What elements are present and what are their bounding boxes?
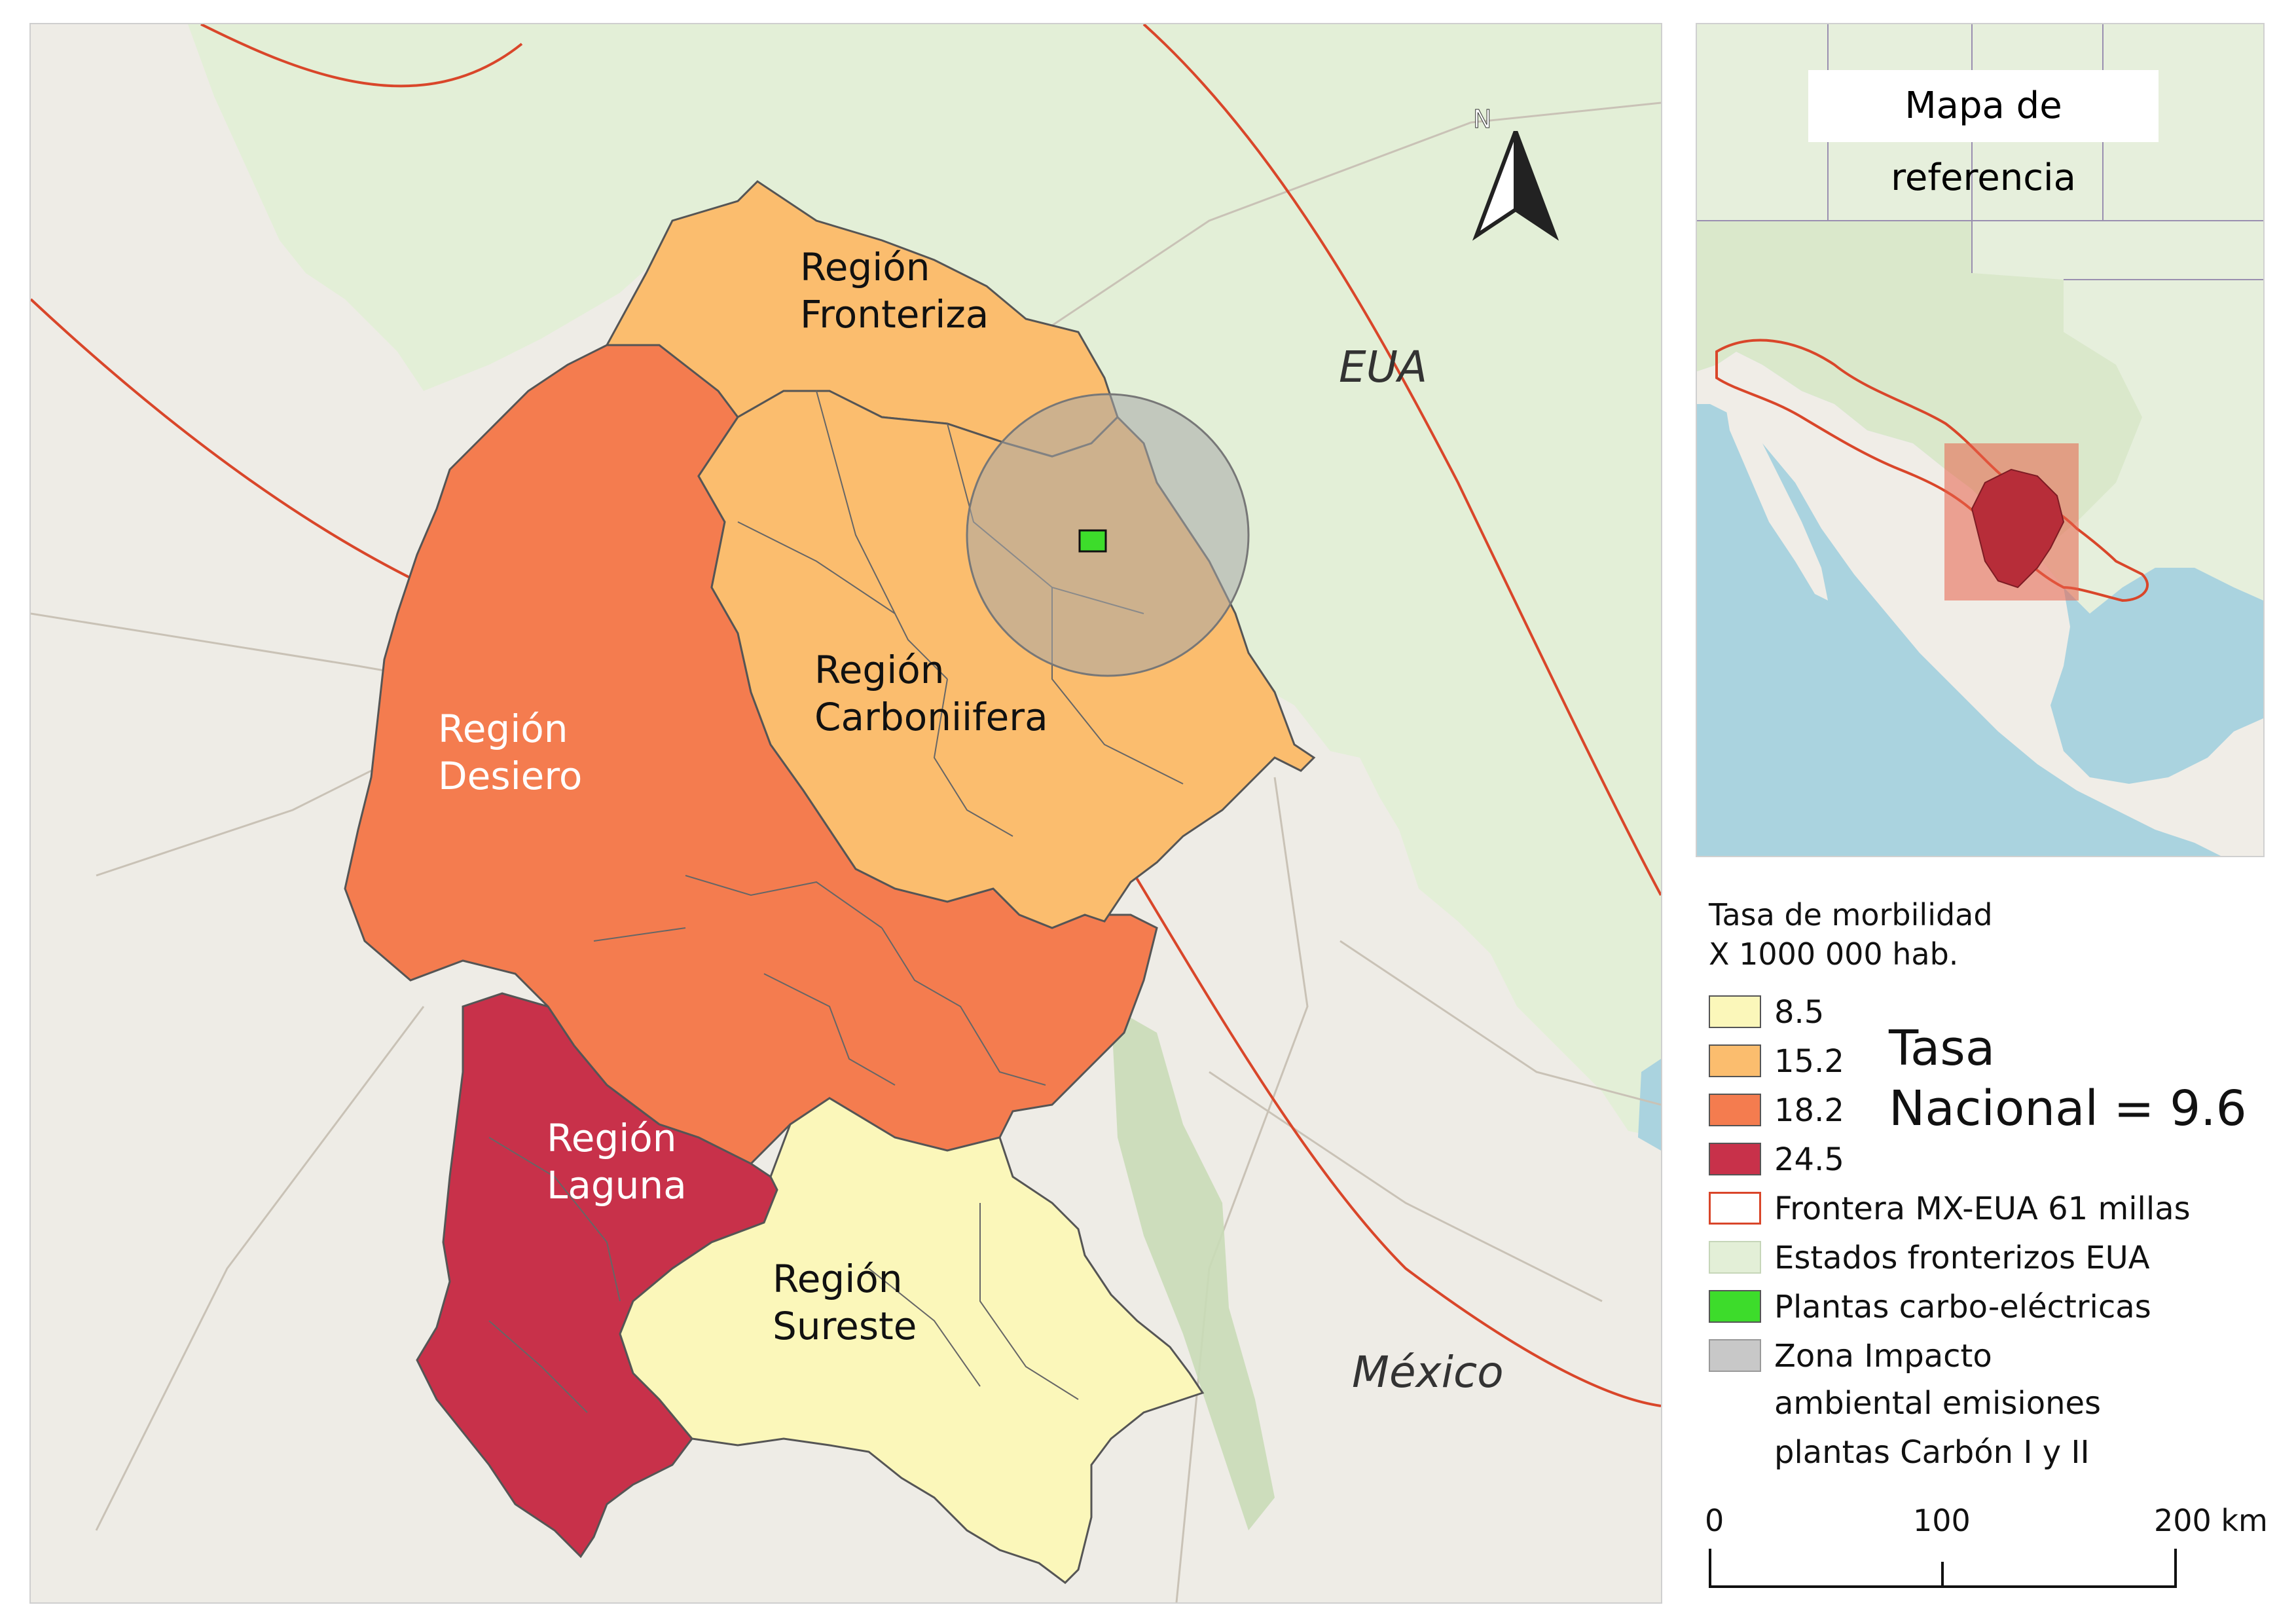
legend-title-line2: X 1000 000 hab. xyxy=(1709,936,1959,972)
label-region-carbonifera: Región Carboniifera xyxy=(814,648,1048,739)
main-map-canvas xyxy=(31,24,1661,1602)
legend-swatch-24-5 xyxy=(1709,1143,1761,1175)
national-rate-label: Tasa Nacional = 9.6 xyxy=(1889,1020,2247,1137)
gulf-water xyxy=(1638,1059,1661,1151)
legend-swatch-18-2 xyxy=(1709,1094,1761,1126)
impact-zone-circle[interactable] xyxy=(966,393,1250,677)
us-border-states-area xyxy=(188,24,1661,1137)
coal-plant-marker[interactable] xyxy=(1078,529,1107,553)
legend-swatch-15-2 xyxy=(1709,1044,1761,1077)
reference-map[interactable]: Mapa de referencia xyxy=(1696,23,2265,857)
main-map[interactable]: Región Fronteriza Región Carboniifera Re… xyxy=(29,23,1662,1604)
scale-label-0: 0 xyxy=(1705,1503,1724,1538)
legend-swatch-us-states xyxy=(1709,1241,1761,1274)
legend-swatch-8-5 xyxy=(1709,995,1761,1028)
region-sureste-area[interactable] xyxy=(619,1097,1205,1584)
label-region-sureste: Región Sureste xyxy=(773,1257,917,1348)
reference-map-title: Mapa de referencia xyxy=(1808,70,2159,199)
border-61-miles-line-north xyxy=(200,24,523,88)
scale-bar-line xyxy=(1709,1549,2177,1588)
label-mexico: México xyxy=(1352,1347,1504,1397)
north-label: N xyxy=(1472,105,1492,134)
ref-coahuila-shape xyxy=(1971,468,2065,589)
label-region-fronteriza: Región Fronteriza xyxy=(800,245,989,337)
reference-map-canvas xyxy=(1697,24,2263,856)
scale-bar: 0 100 200 km xyxy=(1696,1503,2285,1601)
sierra-area xyxy=(1111,1006,1275,1530)
legend-impact-line3: plantas Carbón I y II xyxy=(1774,1434,2090,1471)
legend-swatch-plants xyxy=(1709,1290,1761,1323)
label-region-desierto: Región Desiero xyxy=(438,707,583,798)
label-eua: EUA xyxy=(1339,342,1428,392)
ref-baja xyxy=(1723,391,1828,600)
ref-border-61-miles-outline xyxy=(1715,339,2149,602)
legend-swatch-border xyxy=(1709,1192,1761,1225)
legend-title-line1: Tasa de morbilidad xyxy=(1709,897,1993,932)
scale-label-200: 200 km xyxy=(2154,1503,2268,1538)
north-arrow-icon xyxy=(1472,131,1559,241)
legend-impact-line2: ambiental emisiones xyxy=(1774,1385,2102,1422)
scale-label-100: 100 xyxy=(1913,1503,1971,1538)
legend: Tasa de morbilidad X 1000 000 hab. 8.5 1… xyxy=(1709,897,2191,1375)
border-61-miles-line-east xyxy=(1142,24,1661,896)
ref-mexico-land xyxy=(1697,352,2263,856)
label-region-laguna: Región Laguna xyxy=(547,1116,687,1208)
legend-swatch-impact xyxy=(1709,1339,1761,1372)
